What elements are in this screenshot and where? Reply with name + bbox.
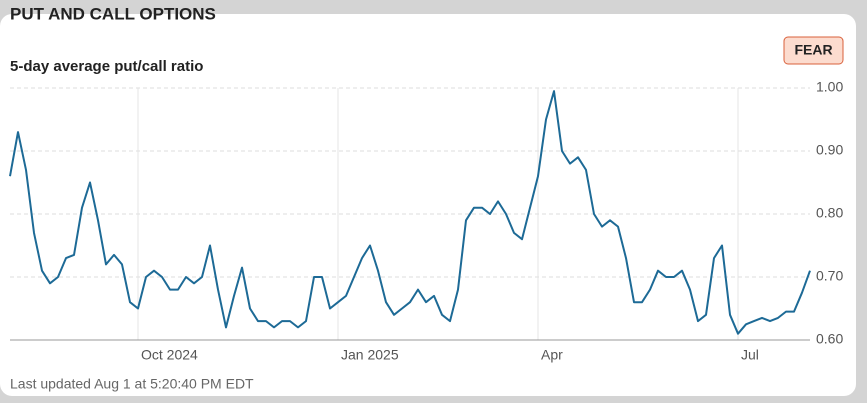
chart-title: PUT AND CALL OPTIONS: [10, 4, 216, 23]
y-tick-label: 0.70: [816, 268, 843, 284]
x-tick-label: Apr: [541, 347, 563, 363]
series-line: [9, 90, 811, 335]
y-tick-label: 0.80: [816, 205, 843, 221]
x-tick-label: Oct 2024: [141, 347, 198, 363]
x-tick-label: Jul: [741, 347, 759, 363]
badge: FEAR: [794, 42, 832, 58]
x-tick-label: Jan 2025: [341, 347, 399, 363]
y-tick-label: 1.00: [816, 79, 843, 95]
chart-subtitle: 5-day average put/call ratio: [10, 58, 203, 75]
footer: Last updated Aug 1 at 5:20:40 PM EDT: [10, 376, 254, 392]
y-tick-label: 0.90: [816, 142, 843, 158]
badge-box: [783, 36, 844, 65]
y-tick-label: 0.60: [816, 331, 843, 347]
